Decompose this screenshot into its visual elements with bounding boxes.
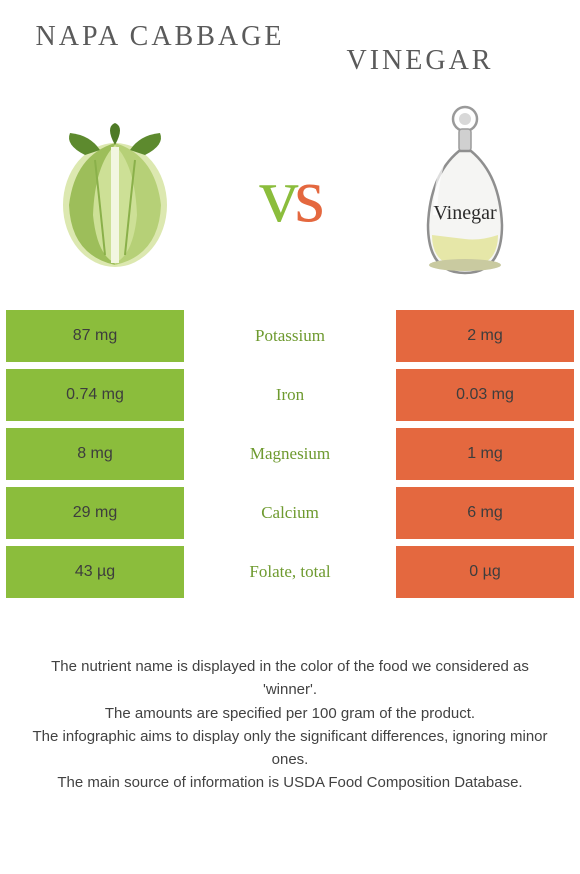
value-right: 1 mg: [396, 428, 574, 480]
napa-cabbage-image: [40, 110, 190, 280]
value-left: 43 µg: [6, 546, 184, 598]
table-row: 0.74 mg Iron 0.03 mg: [6, 369, 574, 421]
value-right: 6 mg: [396, 487, 574, 539]
header-titles: Napa cabbage Vinegar: [0, 0, 580, 100]
footer-line: The nutrient name is displayed in the co…: [28, 655, 552, 702]
nutrient-label: Potassium: [184, 310, 396, 362]
footer-line: The infographic aims to display only the…: [28, 725, 552, 772]
value-right: 2 mg: [396, 310, 574, 362]
value-right: 0.03 mg: [396, 369, 574, 421]
vinegar-bottle-label: Vinegar: [433, 202, 497, 224]
table-row: 43 µg Folate, total 0 µg: [6, 546, 574, 598]
value-left: 8 mg: [6, 428, 184, 480]
table-row: 87 mg Potassium 2 mg: [6, 310, 574, 362]
title-left: Napa cabbage: [30, 20, 290, 54]
nutrient-label: Folate, total: [184, 546, 396, 598]
table-row: 8 mg Magnesium 1 mg: [6, 428, 574, 480]
vs-s: s: [294, 151, 320, 238]
value-left: 29 mg: [6, 487, 184, 539]
table-row: 29 mg Calcium 6 mg: [6, 487, 574, 539]
vinegar-bottle-icon: Vinegar: [410, 105, 520, 285]
nutrient-label: Iron: [184, 369, 396, 421]
footer-line: The main source of information is USDA F…: [28, 771, 552, 794]
cabbage-icon: [45, 115, 185, 275]
nutrient-label: Calcium: [184, 487, 396, 539]
vinegar-image: Vinegar: [390, 110, 540, 280]
footer-line: The amounts are specified per 100 gram o…: [28, 702, 552, 725]
value-right: 0 µg: [396, 546, 574, 598]
nutrient-table: 87 mg Potassium 2 mg 0.74 mg Iron 0.03 m…: [0, 310, 580, 598]
value-left: 87 mg: [6, 310, 184, 362]
vs-v: v: [259, 151, 294, 238]
value-left: 0.74 mg: [6, 369, 184, 421]
footer-text: The nutrient name is displayed in the co…: [0, 605, 580, 795]
images-row: vs Vinegar: [0, 100, 580, 310]
title-right: Vinegar: [290, 20, 550, 78]
vs-label: vs: [259, 156, 320, 234]
nutrient-label: Magnesium: [184, 428, 396, 480]
